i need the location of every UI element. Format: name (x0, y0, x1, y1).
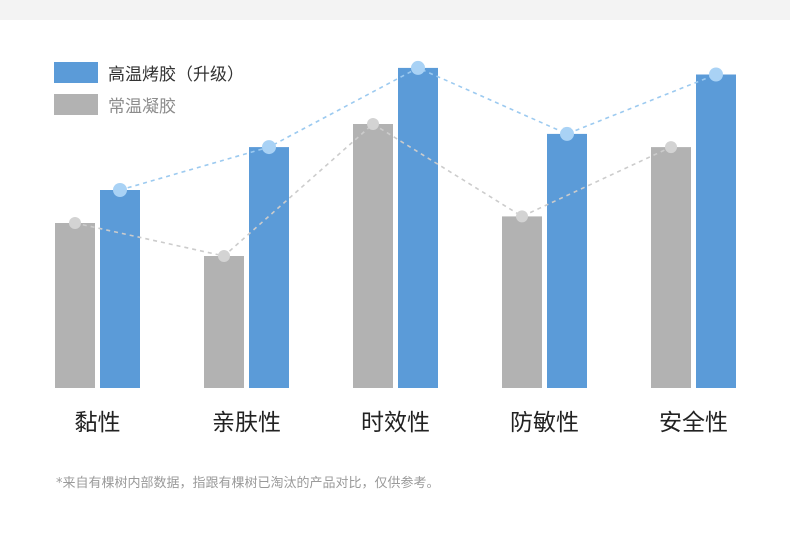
footnote: *来自有棵树内部数据，指跟有棵树已淘汰的产品对比，仅供参考。 (56, 476, 440, 491)
bar-high-temp-1 (249, 147, 289, 388)
bar-room-temp-0 (55, 223, 95, 388)
legend-swatch-room-temp (54, 93, 98, 115)
bar-room-temp-4 (651, 147, 691, 388)
category-label-3: 防敏性 (510, 410, 579, 436)
bar-room-temp-3 (502, 216, 542, 388)
point-room-temp-2 (367, 118, 379, 130)
legend-item-high-temp: 高温烤胶（升级） (54, 61, 244, 85)
point-high-temp-2 (411, 60, 425, 75)
chart-card: 黏性 亲肤性 时效性 防敏性 安全性 高温烤胶（升级） 常温凝胶 *来自有棵树内部数据，… (0, 20, 790, 540)
point-high-temp-4 (709, 67, 723, 82)
point-high-temp-1 (262, 140, 276, 155)
legend-item-room-temp: 常温凝胶 (54, 93, 244, 117)
point-high-temp-0 (113, 183, 127, 197)
legend-label-room-temp: 常温凝胶 (108, 96, 176, 117)
bar-high-temp-0 (100, 190, 140, 388)
bar-high-temp-3 (547, 133, 587, 388)
bar-high-temp-2 (398, 67, 438, 389)
category-label-1: 亲肤性 (212, 410, 281, 436)
point-room-temp-3 (516, 210, 528, 223)
legend-swatch-high-temp (54, 61, 98, 83)
bar-room-temp-1 (204, 256, 244, 388)
category-label-4: 安全性 (659, 410, 728, 436)
legend-label-high-temp: 高温烤胶（升级） (108, 64, 244, 85)
legend: 高温烤胶（升级） 常温凝胶 (54, 61, 244, 125)
point-room-temp-1 (218, 250, 230, 262)
bar-high-temp-4 (696, 74, 736, 388)
category-label-2: 时效性 (361, 410, 430, 436)
bar-chart: 黏性 亲肤性 时效性 防敏性 安全性 (55, 60, 736, 436)
point-room-temp-0 (69, 217, 81, 229)
point-high-temp-3 (560, 126, 574, 141)
bar-room-temp-2 (353, 124, 393, 388)
category-label-0: 黏性 (75, 410, 121, 436)
point-room-temp-4 (665, 141, 677, 154)
